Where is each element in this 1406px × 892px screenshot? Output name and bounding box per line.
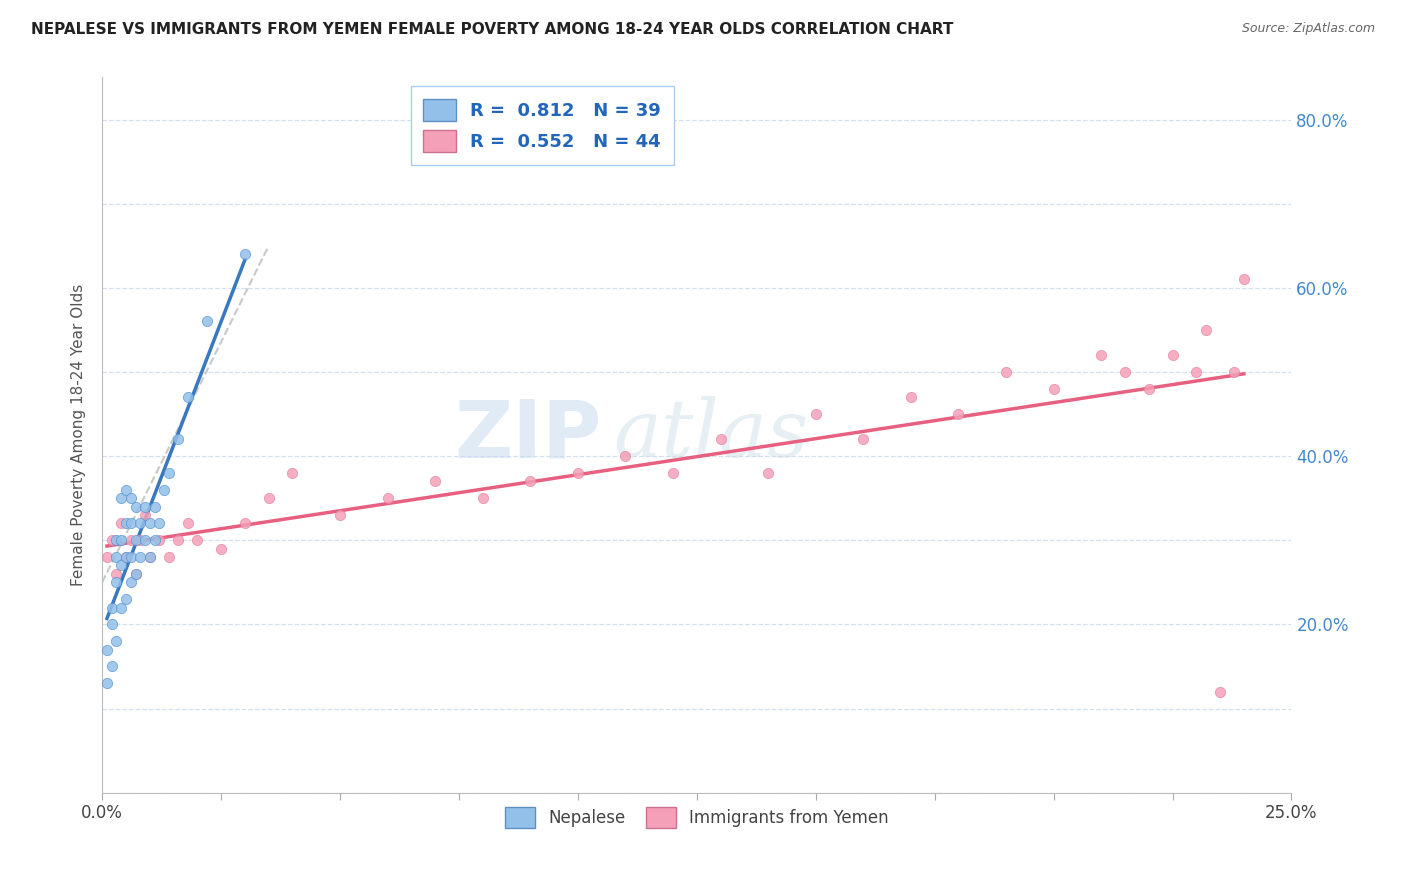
Point	[96, 676, 118, 690]
Point	[329, 508, 352, 522]
Point	[377, 491, 399, 505]
Point	[177, 516, 200, 531]
Point	[115, 516, 138, 531]
Point	[186, 533, 208, 548]
Point	[948, 407, 970, 421]
Point	[804, 407, 827, 421]
Point	[124, 566, 146, 581]
Point	[100, 659, 122, 673]
Point	[105, 575, 128, 590]
Point	[177, 390, 200, 404]
Y-axis label: Female Poverty Among 18-24 Year Olds: Female Poverty Among 18-24 Year Olds	[72, 284, 86, 586]
Point	[167, 432, 190, 446]
Point	[852, 432, 875, 446]
Point	[110, 491, 132, 505]
Point	[425, 475, 447, 489]
Point	[1209, 684, 1232, 698]
Point	[1161, 348, 1184, 362]
Point	[115, 550, 138, 565]
Point	[995, 365, 1018, 379]
Point	[115, 550, 138, 565]
Point	[167, 533, 190, 548]
Point	[134, 533, 156, 548]
Point	[100, 600, 122, 615]
Point	[129, 533, 152, 548]
Point	[105, 634, 128, 648]
Point	[96, 642, 118, 657]
Point	[1090, 348, 1112, 362]
Point	[567, 466, 589, 480]
Point	[157, 466, 180, 480]
Point	[1137, 382, 1160, 396]
Point	[1042, 382, 1064, 396]
Point	[153, 483, 176, 497]
Point	[100, 617, 122, 632]
Point	[129, 516, 152, 531]
Point	[110, 516, 132, 531]
Point	[157, 550, 180, 565]
Point	[110, 533, 132, 548]
Text: ZIP: ZIP	[454, 396, 602, 474]
Point	[134, 508, 156, 522]
Point	[662, 466, 685, 480]
Point	[124, 566, 146, 581]
Point	[120, 533, 142, 548]
Point	[115, 592, 138, 607]
Point	[209, 541, 232, 556]
Point	[139, 550, 162, 565]
Point	[120, 491, 142, 505]
Point	[148, 533, 170, 548]
Text: atlas: atlas	[613, 396, 808, 474]
Point	[281, 466, 304, 480]
Point	[1114, 365, 1136, 379]
Point	[148, 516, 170, 531]
Point	[124, 500, 146, 514]
Point	[519, 475, 541, 489]
Point	[134, 500, 156, 514]
Point	[124, 533, 146, 548]
Point	[110, 600, 132, 615]
Point	[756, 466, 779, 480]
Point	[105, 566, 128, 581]
Point	[120, 575, 142, 590]
Point	[257, 491, 280, 505]
Point	[1233, 272, 1256, 286]
Point	[139, 550, 162, 565]
Point	[900, 390, 922, 404]
Point	[143, 500, 166, 514]
Text: Source: ZipAtlas.com: Source: ZipAtlas.com	[1241, 22, 1375, 36]
Point	[110, 558, 132, 573]
Point	[1223, 365, 1246, 379]
Point	[96, 550, 118, 565]
Point	[471, 491, 494, 505]
Point	[129, 550, 152, 565]
Point	[139, 516, 162, 531]
Point	[233, 247, 256, 261]
Point	[1195, 323, 1218, 337]
Legend: Nepalese, Immigrants from Yemen: Nepalese, Immigrants from Yemen	[498, 801, 896, 834]
Point	[1185, 365, 1208, 379]
Point	[100, 533, 122, 548]
Point	[195, 314, 218, 328]
Point	[115, 483, 138, 497]
Point	[105, 533, 128, 548]
Text: NEPALESE VS IMMIGRANTS FROM YEMEN FEMALE POVERTY AMONG 18-24 YEAR OLDS CORRELATI: NEPALESE VS IMMIGRANTS FROM YEMEN FEMALE…	[31, 22, 953, 37]
Point	[233, 516, 256, 531]
Point	[143, 533, 166, 548]
Point	[120, 550, 142, 565]
Point	[710, 432, 733, 446]
Point	[614, 449, 637, 463]
Point	[105, 550, 128, 565]
Point	[120, 516, 142, 531]
